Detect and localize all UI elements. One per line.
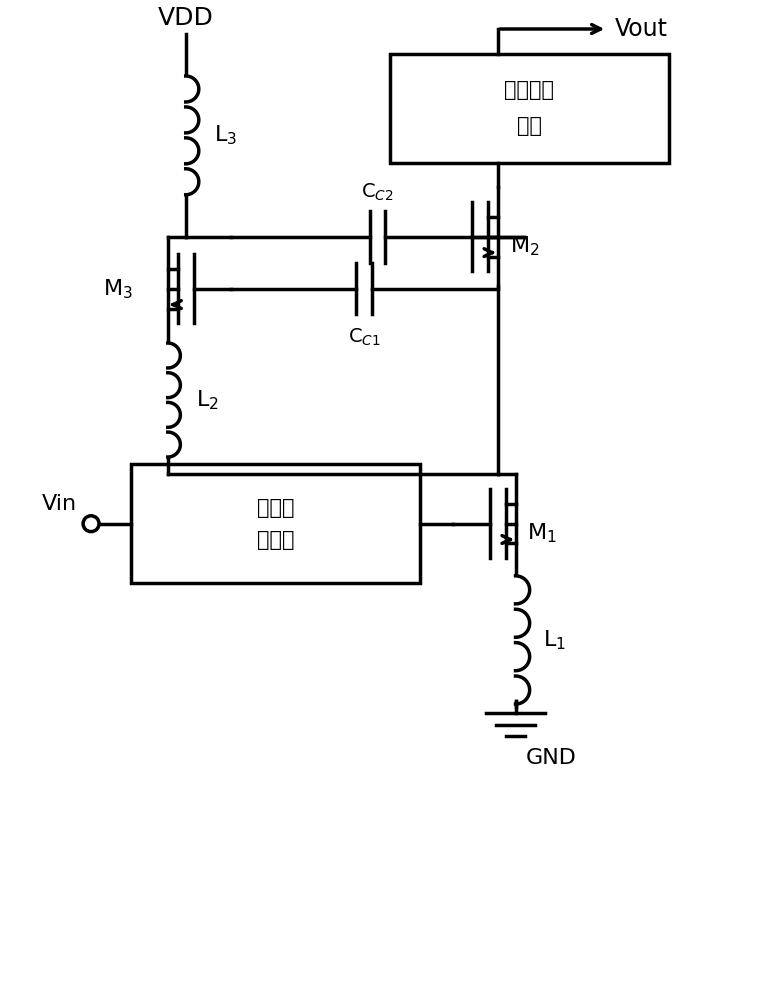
Text: 第二匹配: 第二匹配 — [505, 80, 555, 100]
Text: 网络: 网络 — [517, 116, 542, 136]
Text: C$_{C1}$: C$_{C1}$ — [347, 326, 380, 348]
Text: M$_2$: M$_2$ — [509, 235, 539, 258]
Text: VDD: VDD — [158, 6, 214, 30]
Text: L$_2$: L$_2$ — [196, 388, 219, 412]
Text: M$_1$: M$_1$ — [528, 522, 558, 545]
Bar — [131, 464, 420, 583]
Bar — [390, 54, 669, 163]
Text: L$_1$: L$_1$ — [543, 628, 566, 652]
Text: Vout: Vout — [615, 17, 668, 41]
Text: Vin: Vin — [42, 494, 77, 514]
Text: 配网络: 配网络 — [257, 530, 294, 550]
Text: GND: GND — [525, 748, 576, 768]
Text: C$_{C2}$: C$_{C2}$ — [361, 182, 393, 203]
Text: 第一匹: 第一匹 — [257, 498, 294, 518]
Text: M$_3$: M$_3$ — [103, 277, 133, 301]
Text: L$_3$: L$_3$ — [214, 124, 237, 147]
